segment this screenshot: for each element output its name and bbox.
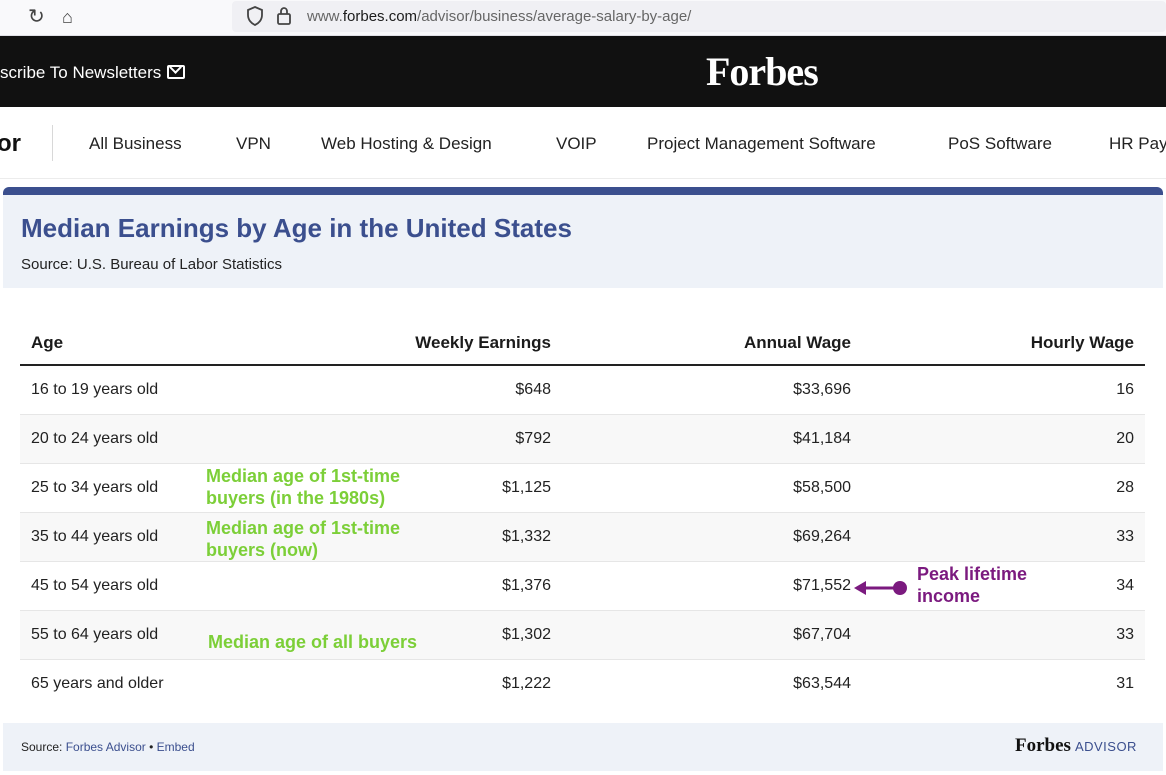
cell-hourly: 16 — [1116, 381, 1134, 398]
cell-weekly: $1,376 — [502, 577, 551, 594]
nav-item-pos-software[interactable]: PoS Software — [948, 134, 1052, 153]
table-title-band: Median Earnings by Age in the United Sta… — [3, 195, 1163, 288]
annotation-line: Median age of 1st-time — [206, 466, 401, 486]
table-row: 16 to 19 years old $648 $33,696 16 — [20, 366, 1145, 415]
footer-logo-sub: ADVISOR — [1074, 739, 1137, 754]
cell-age: 45 to 54 years old — [31, 577, 159, 594]
cell-age: 20 to 24 years old — [31, 430, 159, 447]
category-nav: or All Business VPN Web Hosting & Design… — [0, 107, 1166, 179]
cell-annual: $69,264 — [793, 528, 851, 545]
cell-annual: $33,696 — [793, 381, 851, 398]
nav-divider — [52, 125, 53, 161]
advisor-brand[interactable]: or — [0, 130, 21, 157]
shield-icon[interactable] — [246, 6, 264, 31]
nav-item-web-hosting[interactable]: Web Hosting & Design — [321, 134, 492, 153]
cell-weekly: $648 — [515, 381, 551, 398]
back-arrow-icon[interactable]: › — [0, 3, 1, 31]
cell-annual: $63,544 — [793, 675, 851, 692]
cell-age: 35 to 44 years old — [31, 528, 159, 545]
cell-age: 65 years and older — [31, 675, 164, 692]
newsletter-label: scribe To Newsletters — [0, 63, 162, 82]
column-header-age: Age — [31, 333, 64, 352]
cell-annual: $41,184 — [793, 430, 851, 447]
table-footer: Source: Forbes Advisor • Embed Forbes ADV… — [3, 723, 1163, 771]
embed-link[interactable]: Embed — [156, 740, 195, 754]
column-header-hourly: Hourly Wage — [1030, 333, 1134, 352]
cell-annual: $67,704 — [793, 626, 851, 643]
table-row: 20 to 24 years old $792 $41,184 20 — [20, 415, 1145, 464]
annotation-line: buyers (now) — [206, 540, 319, 560]
forbes-logo[interactable]: Forbes — [706, 49, 819, 94]
footer-source-link[interactable]: Forbes Advisor — [65, 740, 146, 754]
footer-source-label: Source: — [21, 740, 66, 754]
url-path: /advisor/business/average-salary-by-age/ — [417, 8, 692, 25]
cell-weekly: $1,332 — [502, 528, 551, 545]
nav-item-project-management[interactable]: Project Management Software — [647, 134, 876, 153]
annotation-first-time-buyers-1980s: Median age of 1st-time buyers (in the 19… — [206, 465, 400, 509]
browser-toolbar: › ↻ ⌂ www.forbes.com/advisor/business/av… — [0, 0, 1166, 36]
cell-hourly: 20 — [1116, 430, 1134, 447]
cell-weekly: $1,302 — [502, 626, 551, 643]
url-text[interactable]: www.forbes.com/advisor/business/average-… — [307, 8, 691, 25]
footer-source: Source: Forbes Advisor • Embed — [21, 740, 195, 754]
newsletter-link[interactable]: scribe To Newsletters — [0, 63, 186, 83]
annotation-all-buyers: Median age of all buyers — [208, 632, 418, 652]
reload-icon[interactable]: ↻ — [28, 6, 45, 28]
cell-age: 25 to 34 years old — [31, 479, 159, 496]
cell-hourly: 34 — [1116, 577, 1134, 594]
cell-annual: $71,552 — [793, 577, 851, 594]
table-card-accent — [3, 187, 1163, 195]
cell-annual: $58,500 — [793, 479, 851, 496]
forbes-advisor-logo[interactable]: Forbes ADVISOR — [1015, 735, 1137, 757]
annotation-line: income — [917, 586, 981, 606]
table-source: Source: U.S. Bureau of Labor Statistics — [21, 256, 282, 273]
table-row: 55 to 64 years old $1,302 $67,704 33 — [20, 611, 1145, 660]
nav-item-vpn[interactable]: VPN — [236, 134, 271, 153]
column-header-annual: Annual Wage — [743, 333, 851, 352]
url-prefix: www. — [307, 8, 343, 25]
site-header: scribe To Newsletters Forbes — [0, 36, 1166, 107]
nav-item-voip[interactable]: VOIP — [556, 134, 597, 153]
table-title: Median Earnings by Age in the United Sta… — [21, 213, 572, 243]
footer-logo-word: Forbes — [1015, 735, 1071, 756]
cell-weekly: $792 — [515, 430, 551, 447]
cell-hourly: 33 — [1116, 626, 1134, 643]
column-header-weekly: Weekly Earnings — [415, 333, 551, 352]
annotation-line: buyers (in the 1980s) — [206, 488, 386, 508]
annotation-line: Median age of 1st-time — [206, 518, 401, 538]
annotation-peak-income: Peak lifetime income — [917, 563, 1027, 607]
cell-age: 55 to 64 years old — [31, 626, 159, 643]
cell-weekly: $1,125 — [502, 479, 551, 496]
footer-separator: • — [145, 740, 157, 754]
annotation-line: Peak lifetime — [917, 564, 1028, 584]
lock-icon[interactable] — [276, 6, 292, 31]
peak-arrow-icon — [854, 581, 907, 595]
nav-item-hr-pay[interactable]: HR Pay — [1109, 134, 1166, 153]
table-row: 25 to 34 years old $1,125 $58,500 28 — [20, 464, 1145, 513]
table-row: 45 to 54 years old $1,376 $71,552 34 — [20, 562, 1145, 611]
home-icon[interactable]: ⌂ — [62, 7, 73, 27]
mail-icon — [167, 65, 186, 79]
address-bar[interactable]: www.forbes.com/advisor/business/average-… — [232, 1, 1166, 32]
cell-hourly: 33 — [1116, 528, 1134, 545]
annotation-first-time-buyers-now: Median age of 1st-time buyers (now) — [206, 517, 400, 561]
cell-weekly: $1,222 — [502, 675, 551, 692]
cell-hourly: 28 — [1116, 479, 1134, 496]
table-row: 65 years and older $1,222 $63,544 31 — [20, 660, 1145, 709]
cell-age: 16 to 19 years old — [31, 381, 159, 398]
cell-hourly: 31 — [1116, 675, 1134, 692]
url-domain: forbes.com — [342, 8, 418, 25]
table-header: Age Weekly Earnings Annual Wage Hourly W… — [20, 317, 1145, 366]
table-row: 35 to 44 years old $1,332 $69,264 33 — [20, 513, 1145, 562]
nav-item-all-business[interactable]: All Business — [89, 134, 182, 153]
